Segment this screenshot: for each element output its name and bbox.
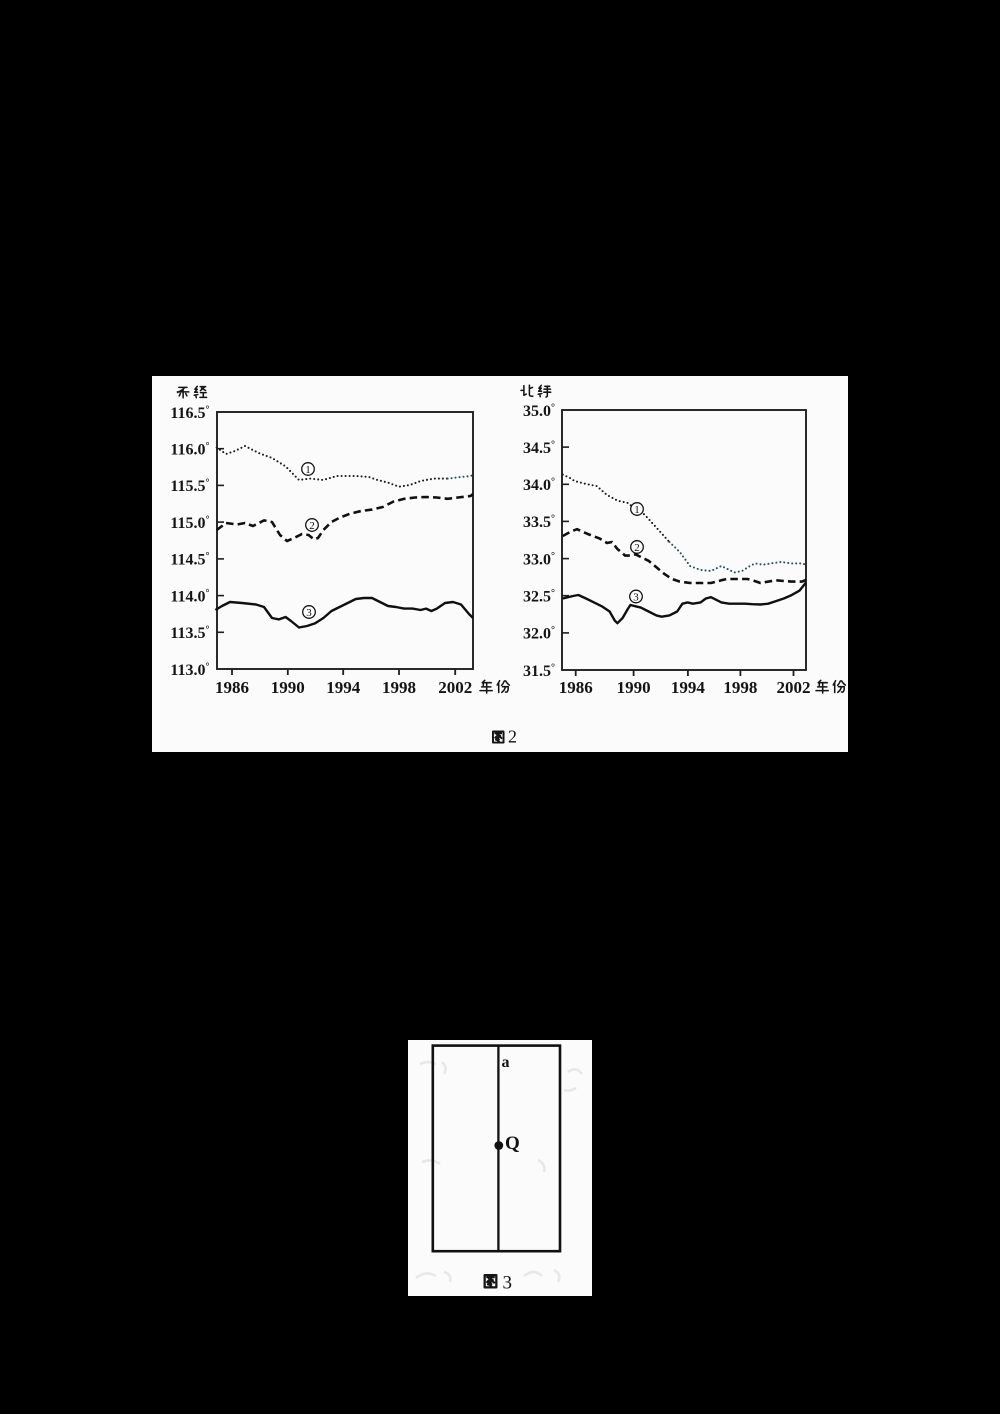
svg-text:116.5°: 116.5° xyxy=(170,404,209,422)
svg-text:1998: 1998 xyxy=(723,678,757,697)
svg-text:2: 2 xyxy=(634,542,640,554)
svg-text:1990: 1990 xyxy=(271,678,305,697)
svg-text:31.5°: 31.5° xyxy=(523,662,555,680)
svg-text:113.0°: 113.0° xyxy=(170,661,209,679)
svg-text:2: 2 xyxy=(508,727,517,747)
svg-text:a: a xyxy=(502,1054,510,1071)
svg-text:116.0°: 116.0° xyxy=(170,441,209,459)
svg-text:114.5°: 114.5° xyxy=(170,551,209,569)
svg-text:3: 3 xyxy=(306,607,312,619)
svg-text:3: 3 xyxy=(633,591,639,603)
svg-text:1998: 1998 xyxy=(382,678,416,697)
svg-text:3: 3 xyxy=(503,1273,513,1294)
svg-text:1990: 1990 xyxy=(617,678,651,697)
svg-text:2002: 2002 xyxy=(777,678,811,697)
svg-text:114.0°: 114.0° xyxy=(170,588,209,606)
svg-text:115.0°: 115.0° xyxy=(170,514,209,532)
svg-text:113.5°: 113.5° xyxy=(170,625,209,643)
svg-text:115.5°: 115.5° xyxy=(170,478,209,496)
svg-text:1: 1 xyxy=(634,504,640,516)
svg-text:34.0°: 34.0° xyxy=(523,477,555,495)
svg-text:34.5°: 34.5° xyxy=(523,439,555,457)
svg-text:Q: Q xyxy=(505,1133,520,1154)
svg-text:1: 1 xyxy=(305,464,311,476)
svg-text:33.5°: 33.5° xyxy=(523,514,555,532)
svg-text:2002: 2002 xyxy=(438,678,472,697)
svg-text:33.0°: 33.0° xyxy=(523,551,555,569)
svg-text:32.0°: 32.0° xyxy=(523,625,555,643)
svg-text:1994: 1994 xyxy=(326,678,361,697)
svg-text:2: 2 xyxy=(309,520,315,532)
svg-text:1986: 1986 xyxy=(559,678,593,697)
svg-text:32.5°: 32.5° xyxy=(523,588,555,606)
svg-text:1986: 1986 xyxy=(215,678,249,697)
svg-text:35.0°: 35.0° xyxy=(523,402,555,420)
svg-text:1994: 1994 xyxy=(671,678,706,697)
